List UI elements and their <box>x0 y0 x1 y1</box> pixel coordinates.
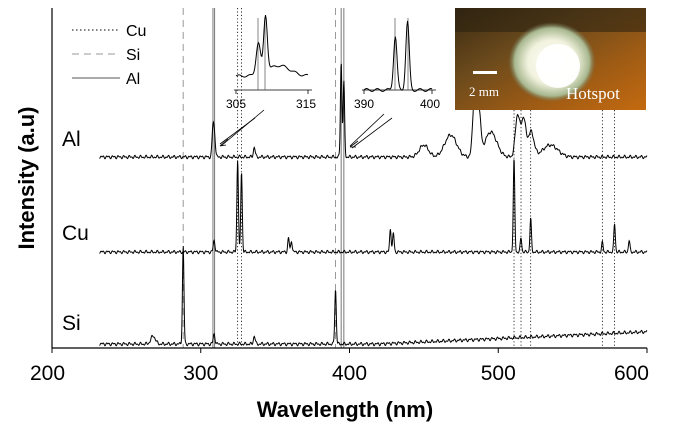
scale-bar-label: 2 mm <box>469 84 499 99</box>
hotspot-core <box>536 44 580 88</box>
series-si <box>100 246 647 346</box>
inset1-tick-label-right: 315 <box>296 97 316 111</box>
x-tick-label-500: 500 <box>481 362 516 385</box>
x-axis-ticks: 200 300 400 500 600 <box>30 348 649 385</box>
inset1-arrow-b <box>221 110 264 146</box>
inset2-tick-label-left: 390 <box>354 97 374 111</box>
trace-label-cu: Cu <box>62 222 89 245</box>
legend-label-si: Si <box>126 47 140 64</box>
legend-label-cu: Cu <box>126 23 146 40</box>
x-tick-label-300: 300 <box>183 362 218 385</box>
inset-al-309: 305 315 <box>220 15 316 146</box>
inset1-spectrum <box>236 15 308 77</box>
scale-bar <box>473 71 497 74</box>
inset2-tick-label-right: 400 <box>420 97 440 111</box>
trace-label-si: Si <box>62 312 81 335</box>
legend: Cu Si Al <box>72 23 146 88</box>
inset1-tick-label-left: 305 <box>226 97 246 111</box>
x-tick-label-600: 600 <box>614 362 649 385</box>
inset1-arrowhead <box>220 139 228 146</box>
inset2-arrow-a <box>350 114 384 146</box>
series-cu <box>100 160 647 254</box>
hotspot-photo: 2 mm Hotspot <box>455 8 646 110</box>
legend-label-al: Al <box>126 71 140 88</box>
photo-caption: Hotspot <box>566 84 620 103</box>
x-axis-title: Wavelength (nm) <box>257 397 433 422</box>
x-tick-label-200: 200 <box>30 362 65 385</box>
x-tick-label-400: 400 <box>332 362 367 385</box>
y-axis-title: Intensity (a.u) <box>14 106 39 249</box>
inset2-arrow-b <box>352 118 392 148</box>
inset2-spectrum <box>364 21 432 91</box>
trace-label-al: Al <box>62 128 81 151</box>
inset-al-396: 390 400 <box>350 18 440 148</box>
